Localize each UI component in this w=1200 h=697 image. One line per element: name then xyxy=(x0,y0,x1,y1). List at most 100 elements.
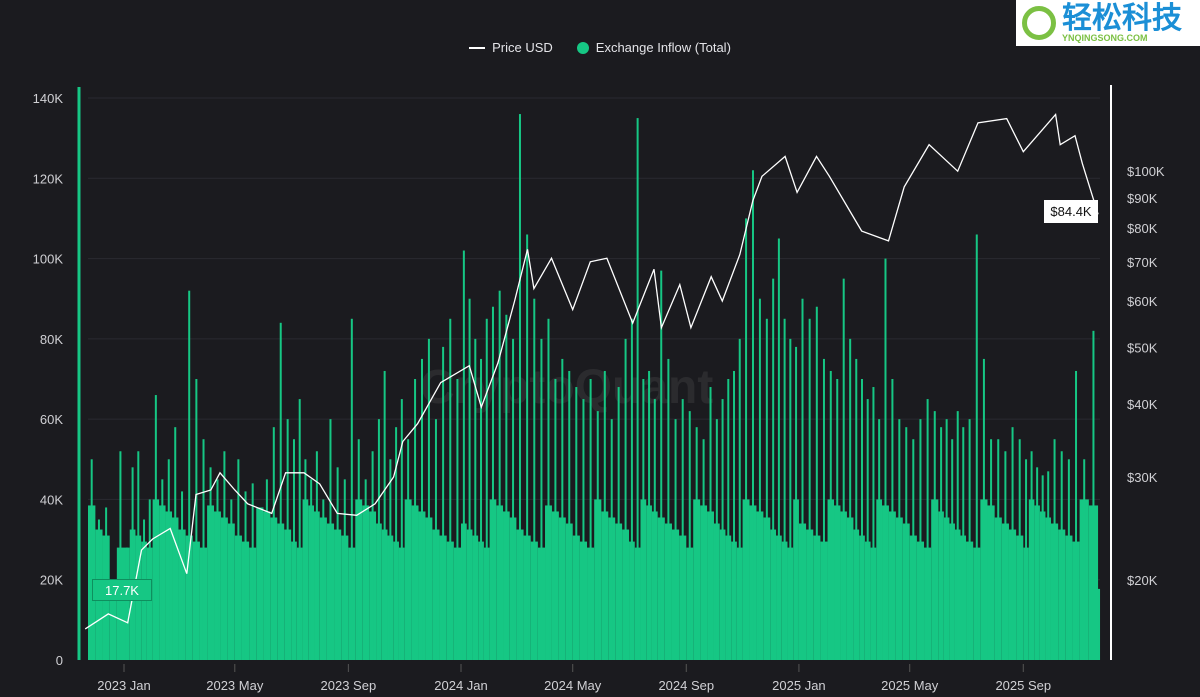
inflow-bar xyxy=(161,479,164,660)
inflow-bar xyxy=(554,379,557,660)
price-line xyxy=(84,113,1099,630)
inflow-bar xyxy=(1075,370,1078,660)
inflow-bar xyxy=(449,318,452,660)
y-left-tick-label: 60K xyxy=(40,412,63,427)
inflow-bar xyxy=(480,358,483,660)
y-right-tick-label: $90K xyxy=(1127,191,1158,206)
inflow-bar xyxy=(795,346,798,660)
inflow-bar xyxy=(842,278,845,660)
inflow-bar xyxy=(648,370,651,660)
y-right-tick-label: $80K xyxy=(1127,221,1158,236)
inflow-bar xyxy=(815,306,818,660)
inflow-bar xyxy=(733,370,736,660)
inflow-bar xyxy=(427,338,430,660)
inflow-bar xyxy=(1041,475,1044,660)
logo-text-cn: 轻松科技 xyxy=(1062,1,1182,35)
inflow-bar xyxy=(364,479,367,660)
inflow-bar xyxy=(636,118,639,661)
inflow-bar xyxy=(751,170,754,660)
y-right-tick-label: $40K xyxy=(1127,397,1158,412)
inflow-bar xyxy=(1098,588,1101,660)
overlay-logo: 轻松科技 YNQINGSONG.COM xyxy=(1016,0,1200,46)
inflow-bar xyxy=(727,379,730,660)
inflow-bar xyxy=(1036,467,1039,660)
inflow-bar xyxy=(1025,459,1028,660)
y-right-tick-label: $20K xyxy=(1127,573,1158,588)
inflow-bar xyxy=(589,379,592,660)
inflow-bar xyxy=(474,338,477,660)
inflow-bar xyxy=(395,427,398,660)
inflow-bar xyxy=(485,318,488,660)
inflow-bar xyxy=(540,338,543,660)
inflow-bar xyxy=(709,387,712,660)
inflow-bar xyxy=(258,507,261,660)
inflow-bar xyxy=(237,459,240,660)
inflow-bar xyxy=(456,379,459,660)
y-right-tick-label: $70K xyxy=(1127,255,1158,270)
inflow-bar xyxy=(582,399,585,660)
legend-label: Exchange Inflow (Total) xyxy=(595,40,731,55)
inflow-bar xyxy=(905,427,908,660)
inflow-bar xyxy=(279,322,282,660)
inflow-bar xyxy=(244,491,247,660)
inflow-bar xyxy=(491,306,494,660)
inflow-bar xyxy=(1060,451,1063,660)
inflow-bar xyxy=(265,479,268,660)
y-left-tick-label: 40K xyxy=(40,492,63,507)
inflow-bar xyxy=(310,479,313,660)
inflow-bar xyxy=(568,370,571,660)
dot-swatch-icon xyxy=(576,41,589,54)
y-left-tick-label: 80K xyxy=(40,332,63,347)
y-left-tick-label: 100K xyxy=(33,252,64,267)
inflow-bar xyxy=(154,395,157,660)
inflow-bar xyxy=(808,318,811,660)
inflow-bar xyxy=(1047,471,1050,660)
y-left-tick-label: 0 xyxy=(56,653,63,668)
current-inflow-label: 17.7K xyxy=(92,579,152,601)
inflow-bar xyxy=(642,379,645,660)
inflow-bar xyxy=(1030,451,1033,660)
x-tick-label: 2025 May xyxy=(881,678,939,693)
inflow-bar xyxy=(575,387,578,660)
legend-item-price[interactable]: Price USD xyxy=(469,40,553,55)
inflow-bar xyxy=(849,338,852,660)
inflow-bar xyxy=(1083,459,1086,660)
inflow-bar xyxy=(884,258,887,660)
inflow-bar xyxy=(758,298,761,660)
line-swatch-icon xyxy=(469,46,486,49)
inflow-bar xyxy=(442,346,445,660)
inflow-bar xyxy=(468,298,471,660)
inflow-bar xyxy=(90,459,93,660)
inflow-bar xyxy=(872,387,875,660)
x-tick-label: 2024 Jan xyxy=(434,678,488,693)
inflow-bar xyxy=(715,419,718,660)
inflow-bar xyxy=(975,234,978,660)
inflow-bar xyxy=(968,419,971,660)
y-left-tick-label: 20K xyxy=(40,573,63,588)
inflow-bar xyxy=(350,318,353,660)
inflow-bar xyxy=(898,419,901,660)
x-tick-label: 2025 Sep xyxy=(995,678,1051,693)
y-right-tick-label: $60K xyxy=(1127,294,1158,309)
inflow-bar xyxy=(1053,439,1056,660)
inflow-bar xyxy=(167,459,170,660)
legend-item-inflow[interactable]: Exchange Inflow (Total) xyxy=(576,40,731,55)
inflow-bar xyxy=(1067,459,1070,660)
inflow-bar xyxy=(695,427,698,660)
inflow-bar xyxy=(688,411,691,660)
inflow-bar xyxy=(610,419,613,660)
inflow-bar xyxy=(512,338,515,660)
inflow-bar xyxy=(738,338,741,660)
x-tick-label: 2023 May xyxy=(206,678,264,693)
inflow-bar xyxy=(343,479,346,660)
inflow-bar xyxy=(389,459,392,660)
inflow-bar xyxy=(630,318,633,660)
inflow-bar xyxy=(765,318,768,660)
inflow-bar xyxy=(624,338,627,660)
inflow-bar xyxy=(997,439,1000,660)
inflow-bar xyxy=(230,499,233,660)
inflow-bar xyxy=(912,439,915,660)
inflow-bar xyxy=(383,370,386,660)
inflow-bar xyxy=(561,358,564,660)
